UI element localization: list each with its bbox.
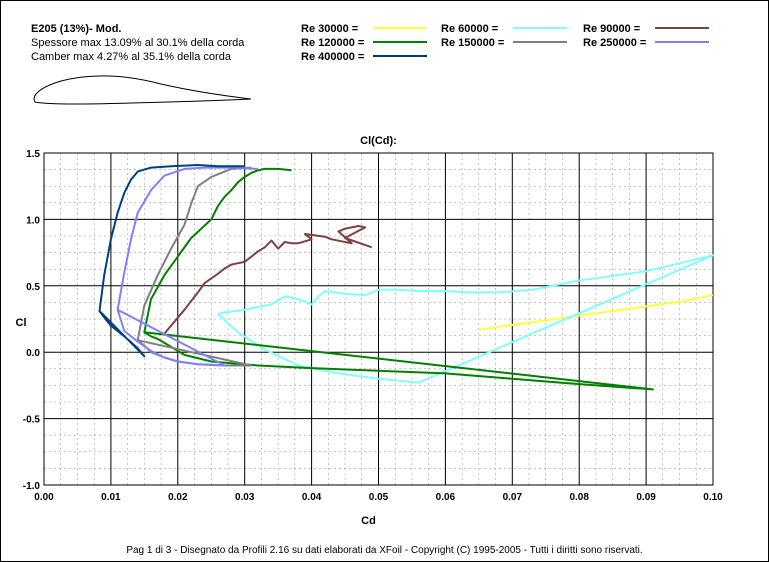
series-line [98, 164, 245, 358]
x-tick-label: 0.09 [636, 492, 656, 503]
legend-label: Re 30000 = [301, 23, 358, 35]
x-tick-label: 0.01 [101, 492, 121, 503]
y-tick-label: 1.5 [26, 149, 40, 160]
series-line [478, 294, 714, 331]
plot-frame [43, 152, 714, 486]
x-tick-label: 0.02 [168, 492, 188, 503]
x-tick-label: 0.07 [503, 492, 523, 503]
legend-label: Re 400000 = [301, 51, 364, 63]
footer-note: Pag 1 di 3 - Disegnato da Profili 2.16 s… [126, 545, 643, 556]
y-tick-label: -0.5 [23, 415, 41, 426]
y-tick-label: 0.5 [26, 282, 40, 293]
chart-title: Cl(Cd): [360, 135, 397, 147]
y-tick-label: 0.0 [26, 348, 40, 359]
x-tick-label: 0.00 [34, 492, 54, 503]
x-tick-label: 0.05 [369, 492, 389, 503]
x-axis-label: Cd [361, 515, 376, 527]
airfoil-shape [33, 75, 252, 105]
x-tick-label: 0.04 [302, 492, 322, 503]
legend-label: Re 60000 = [441, 23, 498, 35]
airfoil-title: E205 (13%)- Mod. [31, 23, 122, 35]
x-tick-label: 0.06 [436, 492, 456, 503]
legend-label: Re 250000 = [583, 37, 646, 49]
thickness-info: Spessore max 13.09% al 30.1% della corda [31, 37, 245, 49]
legend-label: Re 150000 = [441, 37, 504, 49]
series-line [143, 167, 654, 391]
y-tick-label: -1.0 [23, 481, 41, 492]
legend-label: Re 90000 = [583, 23, 640, 35]
x-tick-label: 0.10 [703, 492, 723, 503]
series-line [163, 225, 373, 335]
legend-label: Re 120000 = [301, 37, 364, 49]
polar-chart: Re 30000 = Re 60000 = Re 90000 = Re 120000 … [16, 23, 724, 527]
x-tick-label: 0.08 [569, 492, 589, 503]
series-line [116, 166, 259, 367]
camber-info: Camber max 4.27% al 35.1% della corda [31, 51, 231, 63]
y-tick-label: 1.0 [26, 215, 40, 226]
series-line [217, 254, 714, 384]
x-tick-label: 0.03 [235, 492, 255, 503]
y-axis-label: Cl [16, 317, 27, 329]
